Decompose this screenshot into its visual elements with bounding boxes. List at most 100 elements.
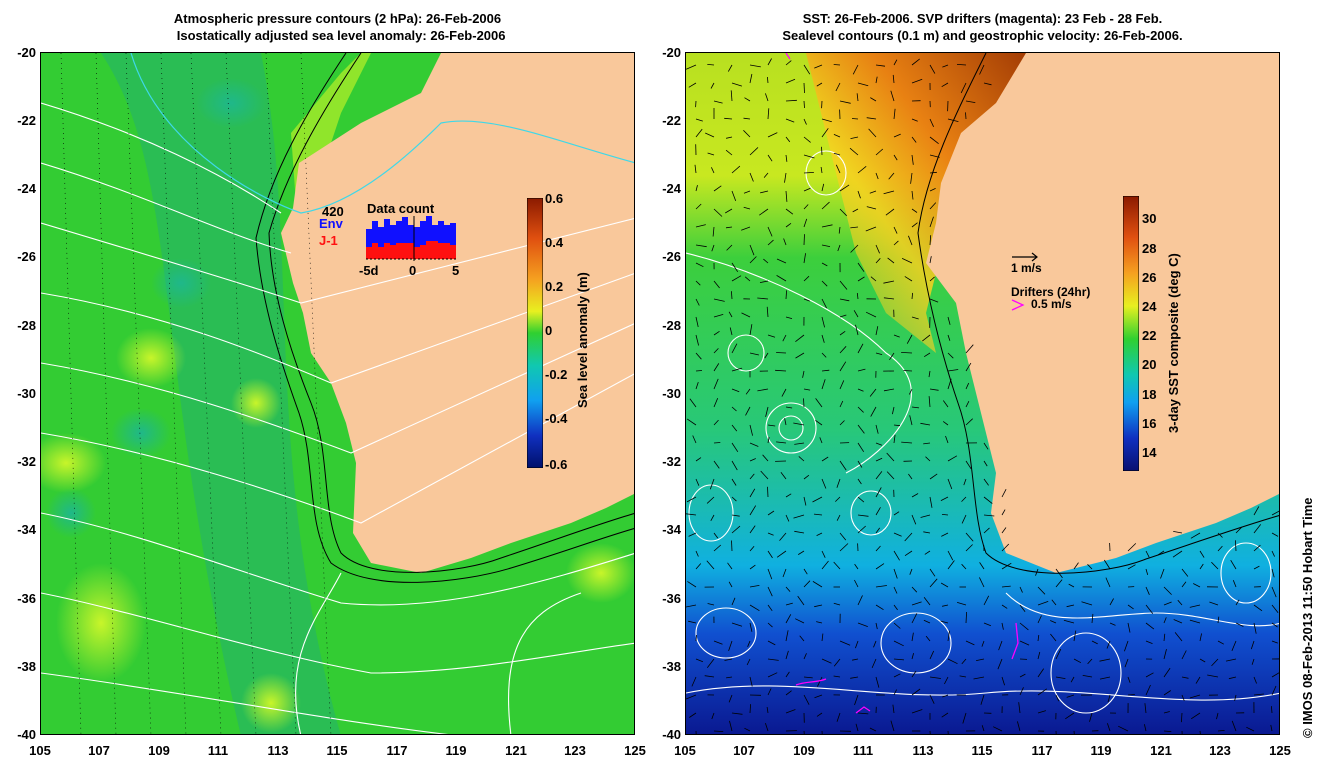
velocity-arrow	[941, 82, 949, 88]
velocity-arrow	[904, 532, 913, 542]
velocity-arrow	[749, 564, 756, 570]
velocity-arrow	[803, 136, 811, 143]
velocity-arrow	[965, 344, 974, 354]
velocity-arrow	[883, 388, 895, 392]
velocity-arrow	[910, 172, 913, 184]
velocity-arrow	[691, 676, 697, 687]
velocity-arrow	[803, 298, 810, 302]
left-ytick: -20	[17, 45, 36, 60]
velocity-arrow	[875, 585, 887, 588]
velocity-arrow	[852, 208, 859, 213]
velocity-arrow	[911, 652, 914, 660]
right-xtick: 111	[852, 743, 874, 758]
velocity-arrow	[925, 456, 931, 462]
velocity-arrow	[767, 586, 773, 597]
velocity-arrow	[749, 704, 751, 714]
velocity-arrow	[794, 442, 805, 445]
velocity-arrow	[893, 586, 898, 594]
velocity-arrow	[749, 64, 761, 68]
velocity-arrow	[835, 496, 841, 502]
velocity-arrow	[1109, 598, 1114, 606]
histogram-env-bar	[390, 225, 396, 245]
velocity-arrow	[793, 514, 805, 519]
velocity-arrow	[1037, 668, 1045, 678]
velocity-arrow	[976, 658, 985, 661]
velocity-arrow	[785, 406, 793, 409]
velocity-arrow	[695, 352, 702, 360]
velocity-arrow	[1174, 632, 1183, 642]
velocity-arrow	[767, 640, 776, 646]
velocity-arrow	[929, 136, 939, 145]
right-xtick: 123	[1209, 743, 1231, 758]
velocity-arrow	[1066, 604, 1075, 608]
right-ytick: -32	[662, 454, 681, 469]
velocity-arrow	[956, 602, 967, 606]
velocity-arrow	[745, 388, 751, 395]
velocity-arrow	[911, 493, 919, 498]
velocity-arrow	[695, 563, 702, 570]
velocity-arrow	[731, 190, 737, 202]
sst-colorbar-title: 3-day SST composite (deg C)	[1166, 253, 1181, 433]
velocity-arrow	[1001, 562, 1012, 570]
velocity-arrow	[1105, 577, 1111, 588]
left-xtick: 115	[326, 743, 348, 758]
inset-title: Data count	[367, 201, 435, 216]
velocity-arrow	[749, 458, 756, 462]
velocity-arrow	[821, 183, 825, 192]
velocity-arrow	[1271, 550, 1275, 557]
velocity-arrow	[1019, 604, 1026, 612]
velocity-arrow	[839, 400, 844, 408]
velocity-arrow	[886, 452, 895, 462]
velocity-arrow	[821, 280, 828, 287]
velocity-arrow	[923, 531, 931, 534]
velocity-arrow	[803, 474, 810, 480]
velocity-arrow	[965, 382, 970, 390]
velocity-arrow	[785, 118, 795, 123]
velocity-arrow	[749, 147, 759, 156]
velocity-arrow	[1172, 550, 1183, 558]
velocity-arrow	[695, 224, 706, 228]
velocity-arrow	[942, 421, 949, 426]
velocity-arrow	[745, 406, 751, 416]
velocity-arrow	[1163, 690, 1172, 696]
velocity-arrow	[979, 577, 985, 588]
velocity-arrow	[893, 673, 901, 678]
velocity-arrow	[1019, 673, 1026, 678]
velocity-arrow	[688, 82, 697, 88]
left-ytick: -40	[17, 727, 36, 742]
velocity-arrow	[695, 316, 699, 327]
velocity-arrow	[695, 280, 701, 286]
histogram-env-bar	[372, 221, 378, 243]
velocity-arrow	[929, 388, 939, 391]
velocity-arrow	[1232, 580, 1237, 588]
sst-tick-3: 24	[1142, 299, 1157, 314]
right-xtick: 105	[674, 743, 696, 758]
velocity-arrow	[911, 190, 914, 200]
velocity-arrow	[1190, 712, 1201, 720]
velocity-arrow	[767, 486, 769, 498]
velocity-arrow	[695, 185, 698, 192]
velocity-arrow	[1271, 640, 1278, 644]
velocity-arrow	[713, 640, 723, 645]
histogram-j1-bar	[432, 241, 438, 259]
left-ytick: -34	[17, 522, 36, 537]
velocity-arrow	[893, 568, 898, 579]
histogram-j1-bar	[420, 245, 426, 259]
velocity-arrow	[706, 496, 715, 504]
velocity-arrow	[979, 562, 985, 570]
velocity-arrow	[857, 368, 866, 372]
velocity-arrow	[798, 456, 805, 462]
velocity-arrow	[893, 59, 898, 66]
velocity-arrow	[893, 604, 898, 611]
velocity-arrow	[1050, 620, 1057, 624]
velocity-arrow	[929, 154, 940, 158]
velocity-arrow	[893, 108, 896, 120]
velocity-arrow	[839, 298, 850, 302]
velocity-arrow	[744, 276, 751, 282]
velocity-arrow	[728, 694, 733, 703]
velocity-arrow	[759, 208, 769, 216]
velocity-arrow	[965, 460, 972, 470]
velocity-arrow	[893, 424, 901, 427]
velocity-arrow	[1055, 568, 1063, 579]
velocity-arrow	[857, 262, 865, 272]
